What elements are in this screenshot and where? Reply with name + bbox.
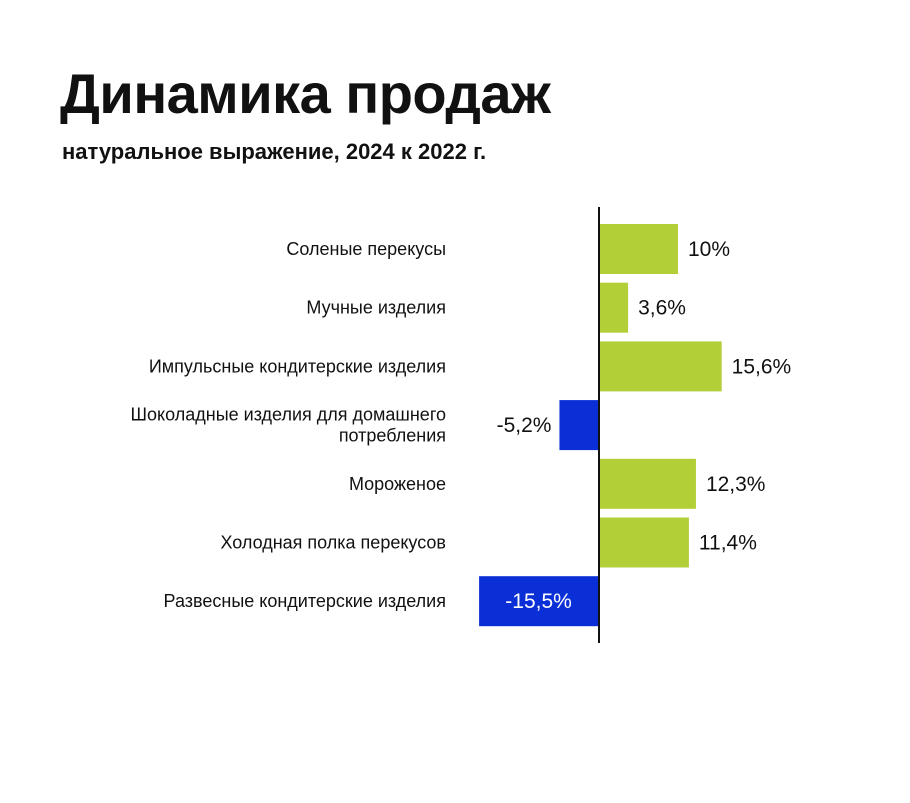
value-label: 3,6% bbox=[638, 297, 686, 320]
category-label: Мороженое bbox=[349, 474, 446, 494]
value-label: 11,4% bbox=[699, 532, 757, 555]
category-label: Импульсные кондитерские изделия bbox=[149, 356, 446, 376]
bar bbox=[559, 400, 600, 451]
category-label: Мучные изделия bbox=[306, 298, 446, 318]
category-label: Развесные кондитерские изделия bbox=[164, 591, 446, 611]
bar bbox=[600, 282, 629, 333]
value-label: 15,6% bbox=[732, 355, 792, 378]
category-label: Шоколадные изделия для домашнего bbox=[131, 405, 446, 425]
value-label: 12,3% bbox=[706, 473, 766, 496]
category-label: Соленые перекусы bbox=[286, 239, 446, 259]
chart-subtitle: натуральное выражение, 2024 к 2022 г. bbox=[62, 139, 487, 164]
bar bbox=[600, 224, 678, 274]
bar bbox=[600, 341, 722, 392]
value-label: -5,2% bbox=[497, 414, 552, 437]
category-label: потребления bbox=[339, 426, 446, 446]
value-label: 10% bbox=[688, 238, 730, 261]
bar bbox=[600, 458, 696, 509]
category-label: Холодная полка перекусов bbox=[220, 533, 446, 553]
bar bbox=[479, 576, 600, 627]
chart-title: Динамика продаж bbox=[60, 62, 551, 125]
bar bbox=[600, 517, 689, 568]
value-label: -15,5% bbox=[505, 590, 572, 613]
